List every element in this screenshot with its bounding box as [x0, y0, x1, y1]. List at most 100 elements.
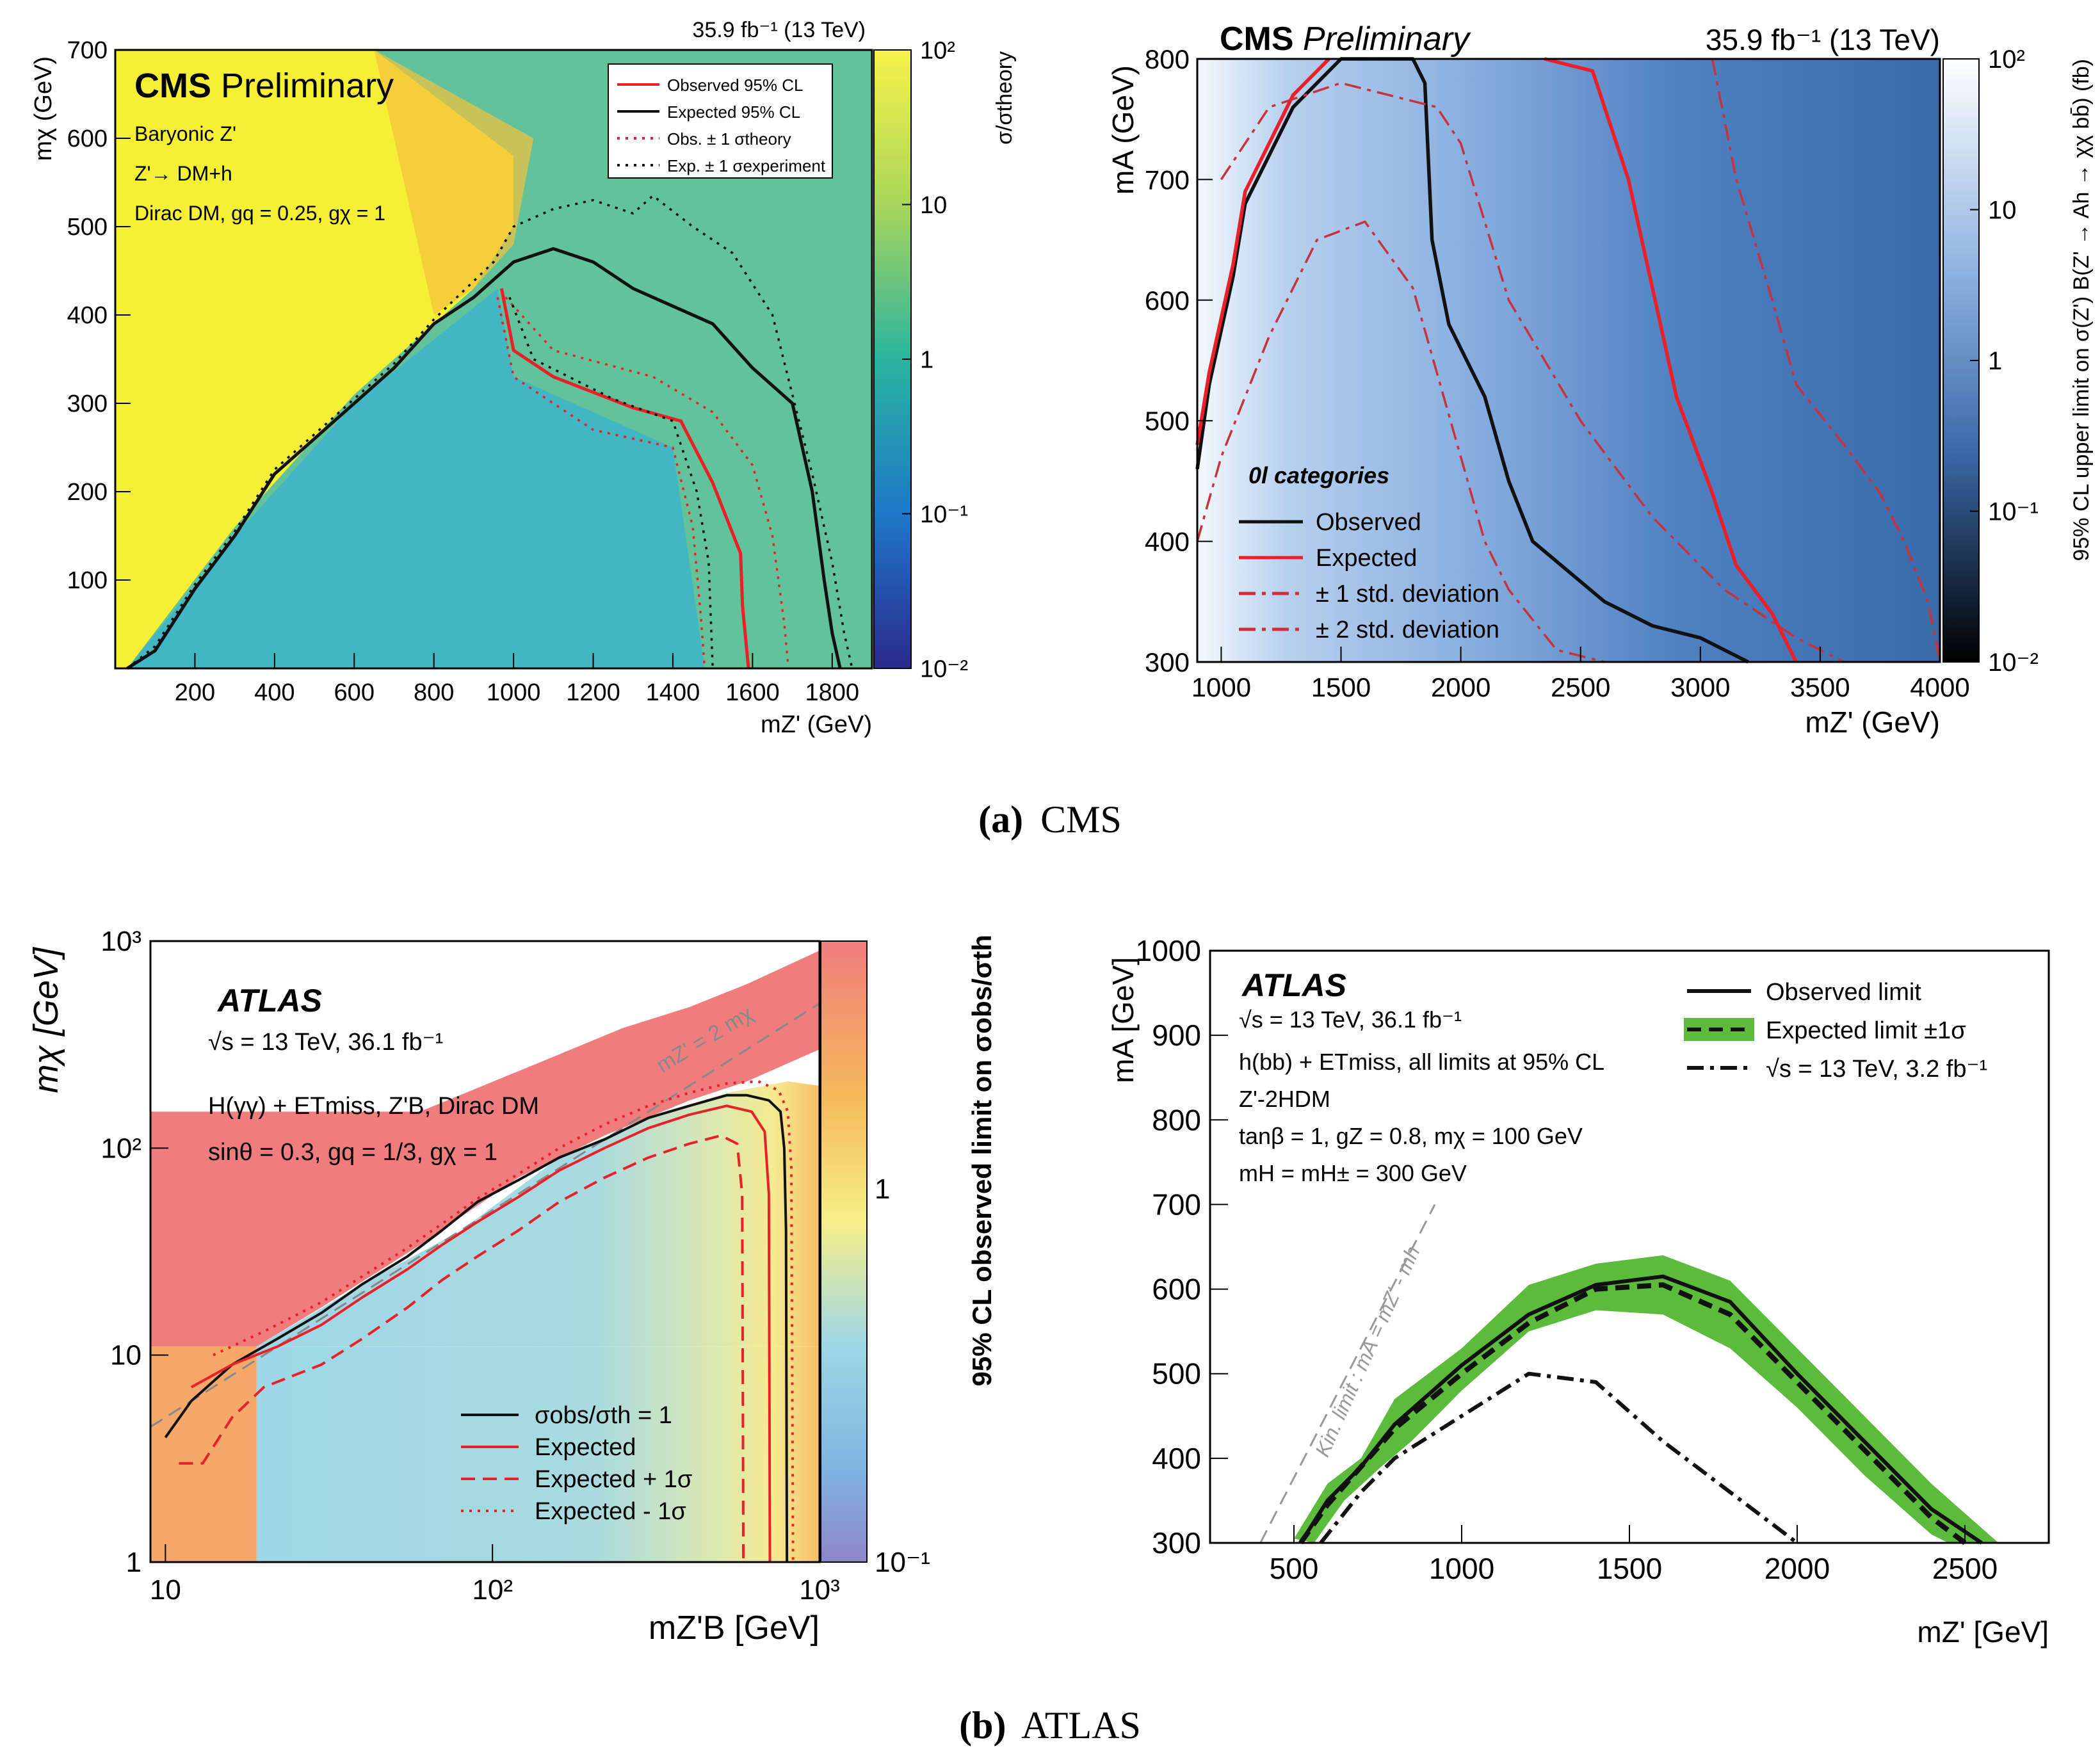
y-tick-label: 900	[1152, 1019, 1201, 1052]
y-tick-label: 400	[67, 302, 108, 329]
y-tick-label: 500	[1152, 1357, 1201, 1391]
series-line	[126, 194, 853, 670]
legend-entry: Expected + 1σ	[535, 1466, 692, 1493]
legend-entry: Observed	[1316, 509, 1421, 536]
y-tick-label: 100	[67, 567, 108, 594]
x-tick-label: 1000	[1429, 1552, 1494, 1585]
model-line: Z'→ DM+h	[134, 162, 232, 185]
y-tick-label: 600	[67, 125, 108, 152]
y-tick-label: 300	[1152, 1526, 1201, 1560]
legend-entry: ± 2 std. deviation	[1316, 617, 1499, 643]
series-line	[496, 297, 706, 669]
y-tick-label: 10	[110, 1340, 141, 1371]
x-tick-label: 3000	[1670, 672, 1730, 702]
series-line	[1196, 220, 1605, 663]
x-tick-label: 200	[175, 679, 215, 706]
colorbar-label: σ/σtheory	[992, 51, 1017, 145]
y-tick-label: 500	[67, 214, 108, 241]
y-tick-label: 10³	[101, 926, 141, 957]
y-tick-label: 10²	[101, 1133, 141, 1164]
legend-entry: Expected - 1σ	[535, 1498, 686, 1525]
series-line	[505, 296, 790, 669]
x-tick-label: 2000	[1765, 1552, 1830, 1585]
lumi-label: 35.9 fb⁻¹ (13 TeV)	[1706, 23, 1940, 56]
x-tick-label: 1000	[1191, 672, 1251, 702]
y-tick-label: 500	[1145, 406, 1190, 436]
series-line	[1319, 1371, 1798, 1545]
colorbar-tick-label: 10	[920, 192, 947, 219]
experiment-label: CMS Preliminary	[134, 67, 394, 105]
y-tick-label: 700	[67, 37, 108, 64]
legend-entry: ± 1 std. deviation	[1316, 581, 1499, 608]
y-tick-label: 200	[67, 479, 108, 506]
series-line	[179, 1134, 745, 1563]
info-line: sinθ = 0.3, gq = 1/3, gχ = 1	[208, 1139, 497, 1166]
series-line	[1195, 57, 1749, 664]
x-tick-label: 2000	[1431, 672, 1490, 702]
x-axis-label: mZ' (GeV)	[761, 711, 872, 738]
colorbar-tick-label: 10⁻²	[920, 656, 968, 682]
y-tick-label: 800	[1145, 44, 1190, 74]
x-tick-label: 600	[334, 679, 375, 706]
y-axis-label: mA (GeV)	[1106, 65, 1140, 195]
series-line	[1298, 1282, 1967, 1545]
info-line: mH = mH± = 300 GeV	[1239, 1160, 1467, 1186]
kinematic-limit-line	[1259, 1204, 1436, 1544]
plot-frame	[114, 49, 873, 670]
series-line	[1220, 81, 1845, 663]
legend-entry: Exp. ± 1 σexperiment	[667, 156, 826, 175]
legend-entry: Expected	[535, 1434, 636, 1461]
colorbar-tick-label: 10⁻¹	[1988, 498, 2039, 526]
x-tick-label: 10	[150, 1574, 181, 1606]
legend-title: 0l categories	[1248, 462, 1389, 488]
y-tick-label: 400	[1145, 527, 1190, 557]
x-tick-label: 1500	[1311, 672, 1371, 702]
caption-b: (b) ATLAS	[959, 1704, 1141, 1746]
colorbar-label: 95% CL upper limit on σ(Z') B(Z' → Ah → …	[2069, 59, 2094, 561]
x-tick-label: 2500	[1551, 672, 1610, 702]
heatmap-field	[256, 1346, 820, 1562]
x-tick-label: 3500	[1790, 672, 1850, 702]
colorbar-label: 95% CL observed limit on σobs/σth	[967, 935, 997, 1386]
legend-entry: √s = 13 TeV, 3.2 fb⁻¹	[1766, 1056, 1987, 1083]
x-tick-label: 4000	[1910, 672, 1969, 702]
caption-a: (a) CMS	[978, 798, 1122, 841]
colorbar-tick-label: 10⁻²	[1988, 649, 2039, 677]
model-line: Baryonic Z'	[134, 122, 236, 145]
experiment-status: Preliminary	[211, 67, 394, 105]
x-tick-label: 400	[254, 679, 295, 706]
colorbar-tick-label: 1	[1988, 347, 2002, 375]
y-axis-label: mχ [GeV]	[27, 946, 65, 1093]
experiment-label: CMS Preliminary	[1220, 20, 1471, 58]
heatmap-low-mass-block	[150, 1346, 257, 1562]
y-axis-label: mχ (GeV)	[30, 56, 57, 161]
experiment-name: CMS	[134, 67, 211, 105]
y-tick-label: 700	[1145, 165, 1190, 195]
series-line	[1544, 57, 1798, 663]
legend-entry: Expected limit ±1σ	[1766, 1017, 1966, 1044]
y-tick-label: 300	[1145, 647, 1190, 677]
colorbar-tick-label: 10⁻¹	[920, 501, 968, 528]
x-tick-label: 2500	[1932, 1552, 1998, 1585]
heatmap-low-region	[127, 288, 705, 669]
x-tick-label: 1500	[1597, 1552, 1662, 1585]
y-axis-label: mA [GeV]	[1106, 957, 1140, 1083]
heatmap-field-upper	[256, 1081, 820, 1347]
legend-entry: Expected 95% CL	[667, 102, 800, 122]
legend-entry: Expected	[1316, 545, 1417, 572]
x-tick-label: 800	[414, 679, 454, 706]
y-tick-label: 400	[1152, 1442, 1201, 1475]
legend-entry: Observed 95% CL	[667, 76, 803, 95]
series-line	[126, 247, 842, 670]
x-tick-label: 1800	[805, 679, 860, 706]
colorbar-tick-label: 10	[1988, 197, 2017, 225]
info-line: Z'-2HDM	[1239, 1086, 1330, 1112]
cms-2hdm-plot: 1000 1500 2000 2500 3000 3500 4000 300 400 500 600…	[1106, 20, 2094, 739]
series-line	[164, 1093, 789, 1563]
y-tick-label: 800	[1152, 1103, 1201, 1136]
colorbar-tick-label: 1	[920, 346, 933, 373]
colorbar-tick-label: 10²	[920, 37, 955, 64]
experiment-label: ATLAS	[1241, 967, 1346, 1003]
